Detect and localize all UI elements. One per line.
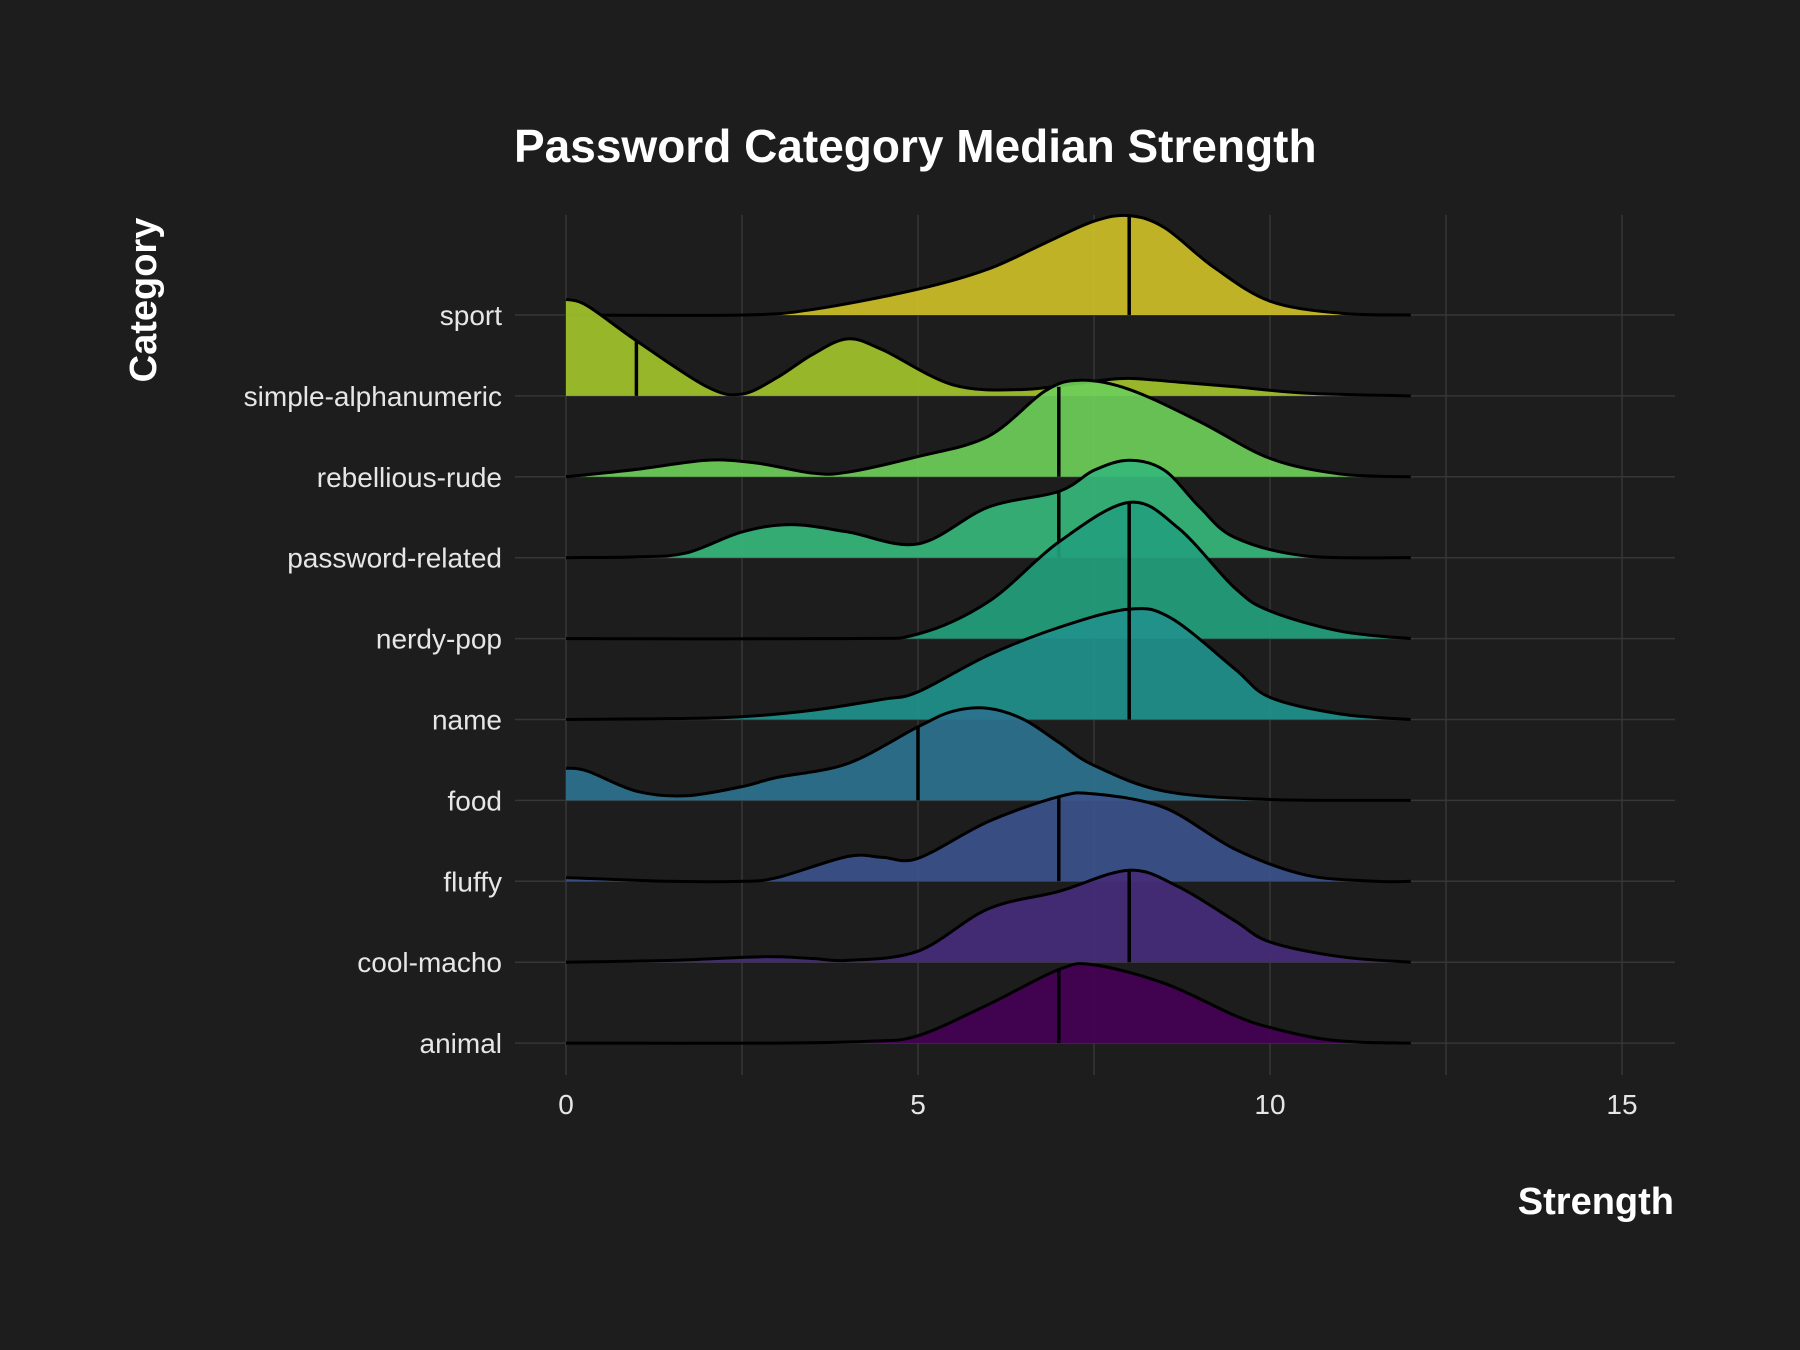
ridge-outline-simple-alphanumeric — [565, 297, 1411, 398]
x-tick-label: 5 — [910, 1089, 926, 1120]
chart-title: Password Category Median Strength — [514, 120, 1317, 172]
ridge-outline-cool-macho — [565, 868, 1411, 964]
ridge-fill-nerdy-pop — [566, 502, 1411, 639]
ridge-fill-animal — [566, 963, 1411, 1044]
ridges — [565, 213, 1411, 1045]
ridge-animal — [565, 962, 1411, 1045]
ridge-outline-password-related — [565, 458, 1411, 560]
category-label: food — [448, 785, 503, 816]
x-tick-label: 10 — [1254, 1089, 1285, 1120]
ridge-fill-simple-alphanumeric — [566, 299, 1411, 396]
category-label: simple-alphanumeric — [244, 381, 502, 412]
ridge-outline-animal — [565, 962, 1411, 1045]
ridge-outline-fluffy — [565, 791, 1411, 884]
category-label: name — [432, 705, 502, 736]
category-label: cool-macho — [357, 947, 502, 978]
ridge-fill-name — [566, 608, 1411, 720]
ridge-fill-sport — [566, 215, 1411, 316]
ridge-food — [565, 706, 1411, 802]
category-label: rebellious-rude — [317, 462, 502, 493]
ridge-outline-food — [565, 706, 1411, 802]
ridge-fill-cool-macho — [566, 870, 1411, 963]
category-label: sport — [440, 300, 502, 331]
category-label: animal — [420, 1028, 502, 1059]
category-label: fluffy — [443, 866, 502, 897]
x-tick-label: 15 — [1606, 1089, 1637, 1120]
ridge-fill-rebellious-rude — [566, 380, 1411, 477]
ridge-outline-name — [565, 606, 1411, 721]
ridge-fill-password-related — [566, 460, 1411, 558]
ridge-fluffy — [565, 791, 1411, 884]
category-label: password-related — [287, 543, 502, 574]
ridge-fill-fluffy — [566, 792, 1411, 882]
x-tick-label: 0 — [558, 1089, 574, 1120]
category-label: nerdy-pop — [376, 624, 502, 655]
ridge-rebellious-rude — [565, 378, 1411, 479]
ridge-outline-rebellious-rude — [565, 378, 1411, 479]
ridge-fill-food — [566, 707, 1411, 801]
x-axis-title: Strength — [1518, 1181, 1674, 1223]
ridge-name — [565, 606, 1411, 721]
category-labels: sport simple-alphanumeric rebellious-rude p… — [244, 300, 503, 1059]
x-tick-labels: 0 5 10 15 — [558, 1089, 1637, 1120]
ridge-simple-alphanumeric — [565, 297, 1411, 398]
ridge-sport — [565, 213, 1411, 317]
ridge-outline-sport — [565, 213, 1411, 317]
ridge-cool-macho — [565, 868, 1411, 964]
ridge-outline-nerdy-pop — [565, 500, 1411, 641]
y-axis-title: Category — [123, 218, 165, 383]
